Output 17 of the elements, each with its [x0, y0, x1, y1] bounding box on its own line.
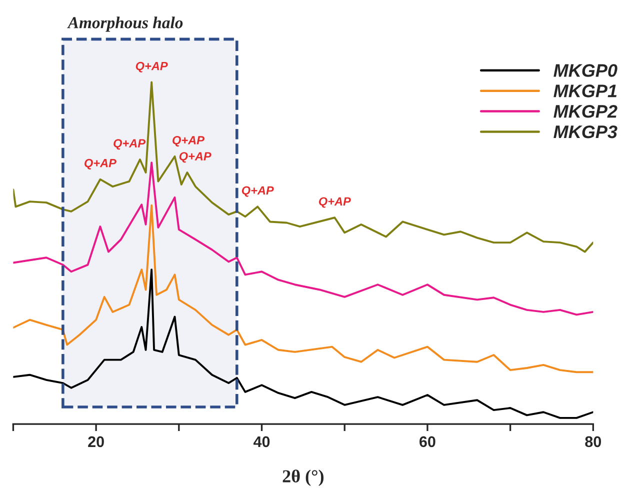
annotation: Q+AP [84, 158, 116, 170]
legend-label: MKGP3 [554, 125, 618, 138]
x-tick-label: 20 [88, 436, 104, 448]
legend-label: MKGP2 [554, 104, 618, 118]
x-tick-label: 60 [420, 436, 436, 448]
x-axis-title: 2θ (°) [282, 470, 324, 486]
annotation: Q+AP [114, 139, 146, 150]
annotation: Q+AP [136, 62, 168, 72]
x-tick-label: 40 [253, 436, 270, 448]
band-label: Amorphous halo [67, 16, 183, 32]
annotation: Q+AP [172, 136, 204, 147]
annotation: Q+AP [242, 186, 274, 197]
annotation: Q+AP [179, 152, 212, 163]
annotation: Q+AP [319, 197, 351, 208]
x-tick-label: 80 [585, 436, 602, 448]
legend-label: MKGP1 [554, 84, 617, 98]
legend-label: MKGP0 [554, 64, 618, 77]
